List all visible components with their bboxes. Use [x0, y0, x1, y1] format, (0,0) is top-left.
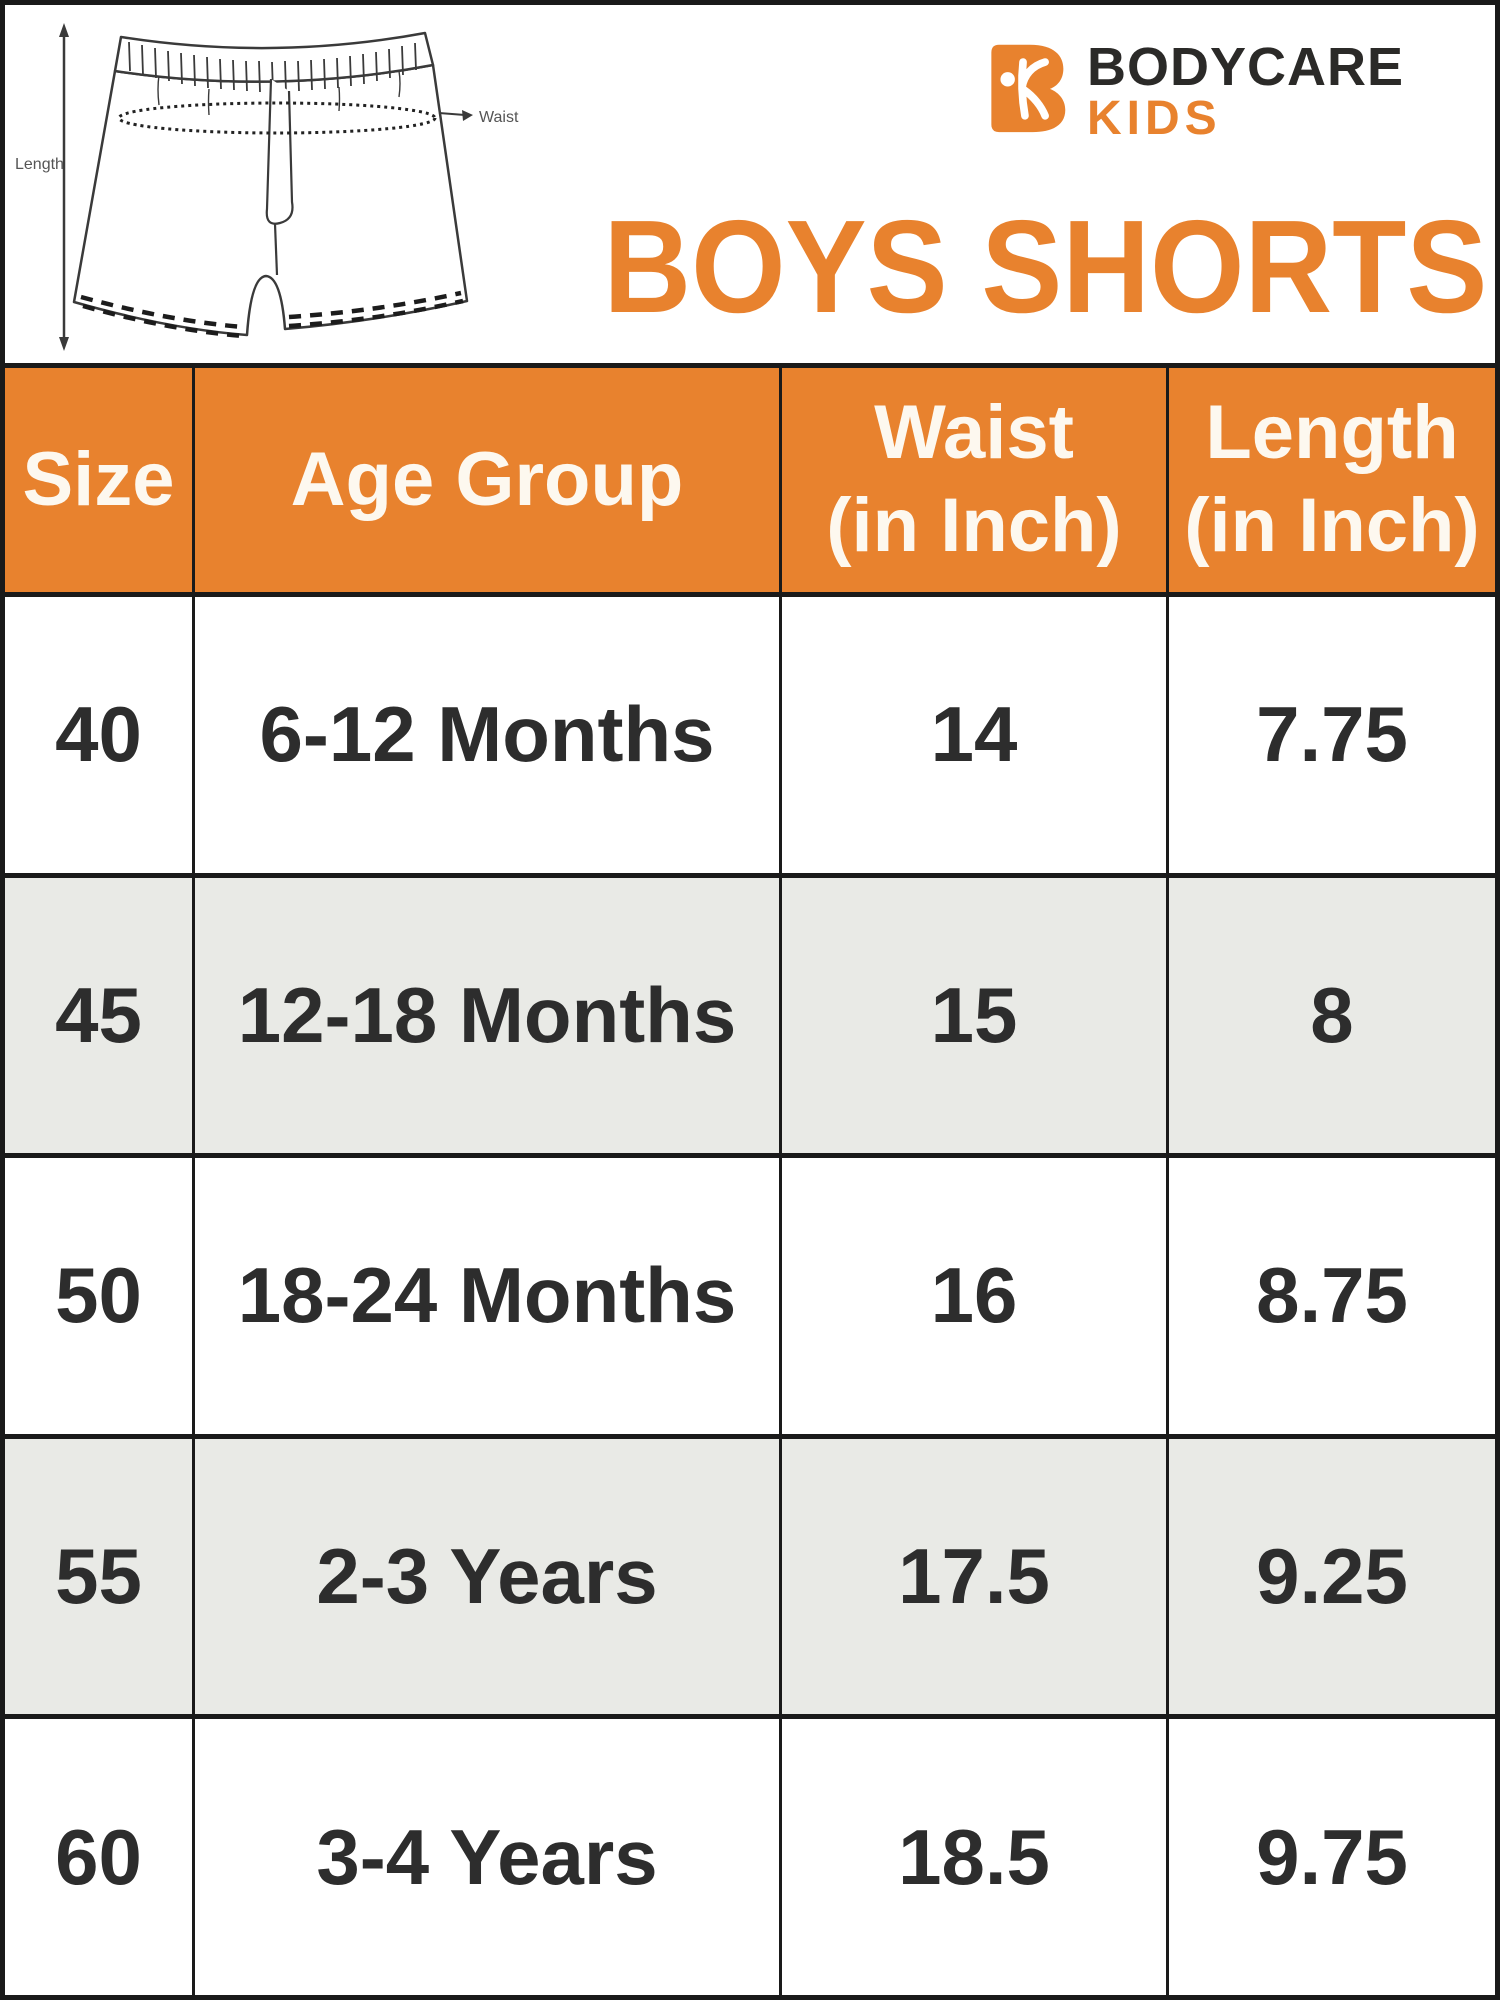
table-header-row: Size Age Group Waist (in Inch) Length (i… [5, 363, 1495, 597]
table-row: 45 12-18 Months 15 8 [5, 877, 1495, 1159]
cell-waist: 18.5 [782, 1719, 1169, 1995]
table-row: 60 3-4 Years 18.5 9.75 [5, 1719, 1495, 1995]
cell-size: 40 [5, 597, 195, 873]
waist-ellipse [117, 101, 437, 135]
cell-age: 12-18 Months [195, 877, 782, 1154]
length-arrow-icon [59, 23, 69, 351]
shorts-diagram: Length Waist [15, 23, 519, 351]
cell-length: 9.25 [1256, 1532, 1408, 1621]
hem-stitching-right [288, 290, 464, 329]
header-cell-size: Size [5, 368, 195, 592]
brand-logo: BODYCARE KIDS [973, 39, 1404, 143]
hem-stitching-left [80, 294, 244, 339]
cell-waist: 14 [782, 597, 1169, 873]
cell-size: 55 [5, 1438, 195, 1715]
cell-length: 7.75 [1256, 690, 1408, 779]
waist-arrow-icon [438, 110, 473, 121]
cell-age: 18-24 Months [195, 1158, 782, 1434]
cell-age: 3-4 Years [195, 1719, 782, 1995]
waist-label: Waist [479, 109, 519, 126]
cell-waist: 16 [782, 1158, 1169, 1434]
center-seam [273, 223, 279, 276]
cell-waist: 15 [782, 877, 1169, 1154]
table-row: 55 2-3 Years 17.5 9.25 [5, 1438, 1495, 1720]
cell-length: 8 [1310, 970, 1354, 1059]
fly-placket [265, 78, 294, 225]
brand-logo-text: BODYCARE KIDS [1087, 39, 1404, 143]
cell-age: 6-12 Months [195, 597, 782, 873]
length-label: Length [15, 156, 64, 173]
fabric-gathers [157, 70, 401, 116]
top-section: Length Waist [5, 5, 1495, 363]
cell-size: 45 [5, 877, 195, 1154]
brand-sub-name: KIDS [1087, 92, 1222, 145]
cell-age: 2-3 Years [195, 1438, 782, 1715]
header-cell-age-group: Age Group [195, 368, 782, 592]
table-row: 40 6-12 Months 14 7.75 [5, 597, 1495, 878]
header-cell-waist: Waist (in Inch) [782, 368, 1169, 592]
bodycare-logo-icon [991, 44, 1066, 133]
cell-length: 8.75 [1256, 1251, 1408, 1340]
brand-name: BODYCARE [1087, 37, 1405, 97]
size-table: Size Age Group Waist (in Inch) Length (i… [5, 363, 1495, 1995]
page-title: BOYS SHORTS [603, 193, 1488, 340]
cell-length: 9.75 [1256, 1812, 1408, 1901]
cell-waist: 17.5 [782, 1438, 1169, 1715]
header-cell-length: Length (in Inch) [1184, 390, 1480, 568]
cell-size: 50 [5, 1158, 195, 1434]
cell-size: 60 [5, 1719, 195, 1995]
table-row: 50 18-24 Months 16 8.75 [5, 1158, 1495, 1439]
waistband-hatching [128, 41, 417, 93]
